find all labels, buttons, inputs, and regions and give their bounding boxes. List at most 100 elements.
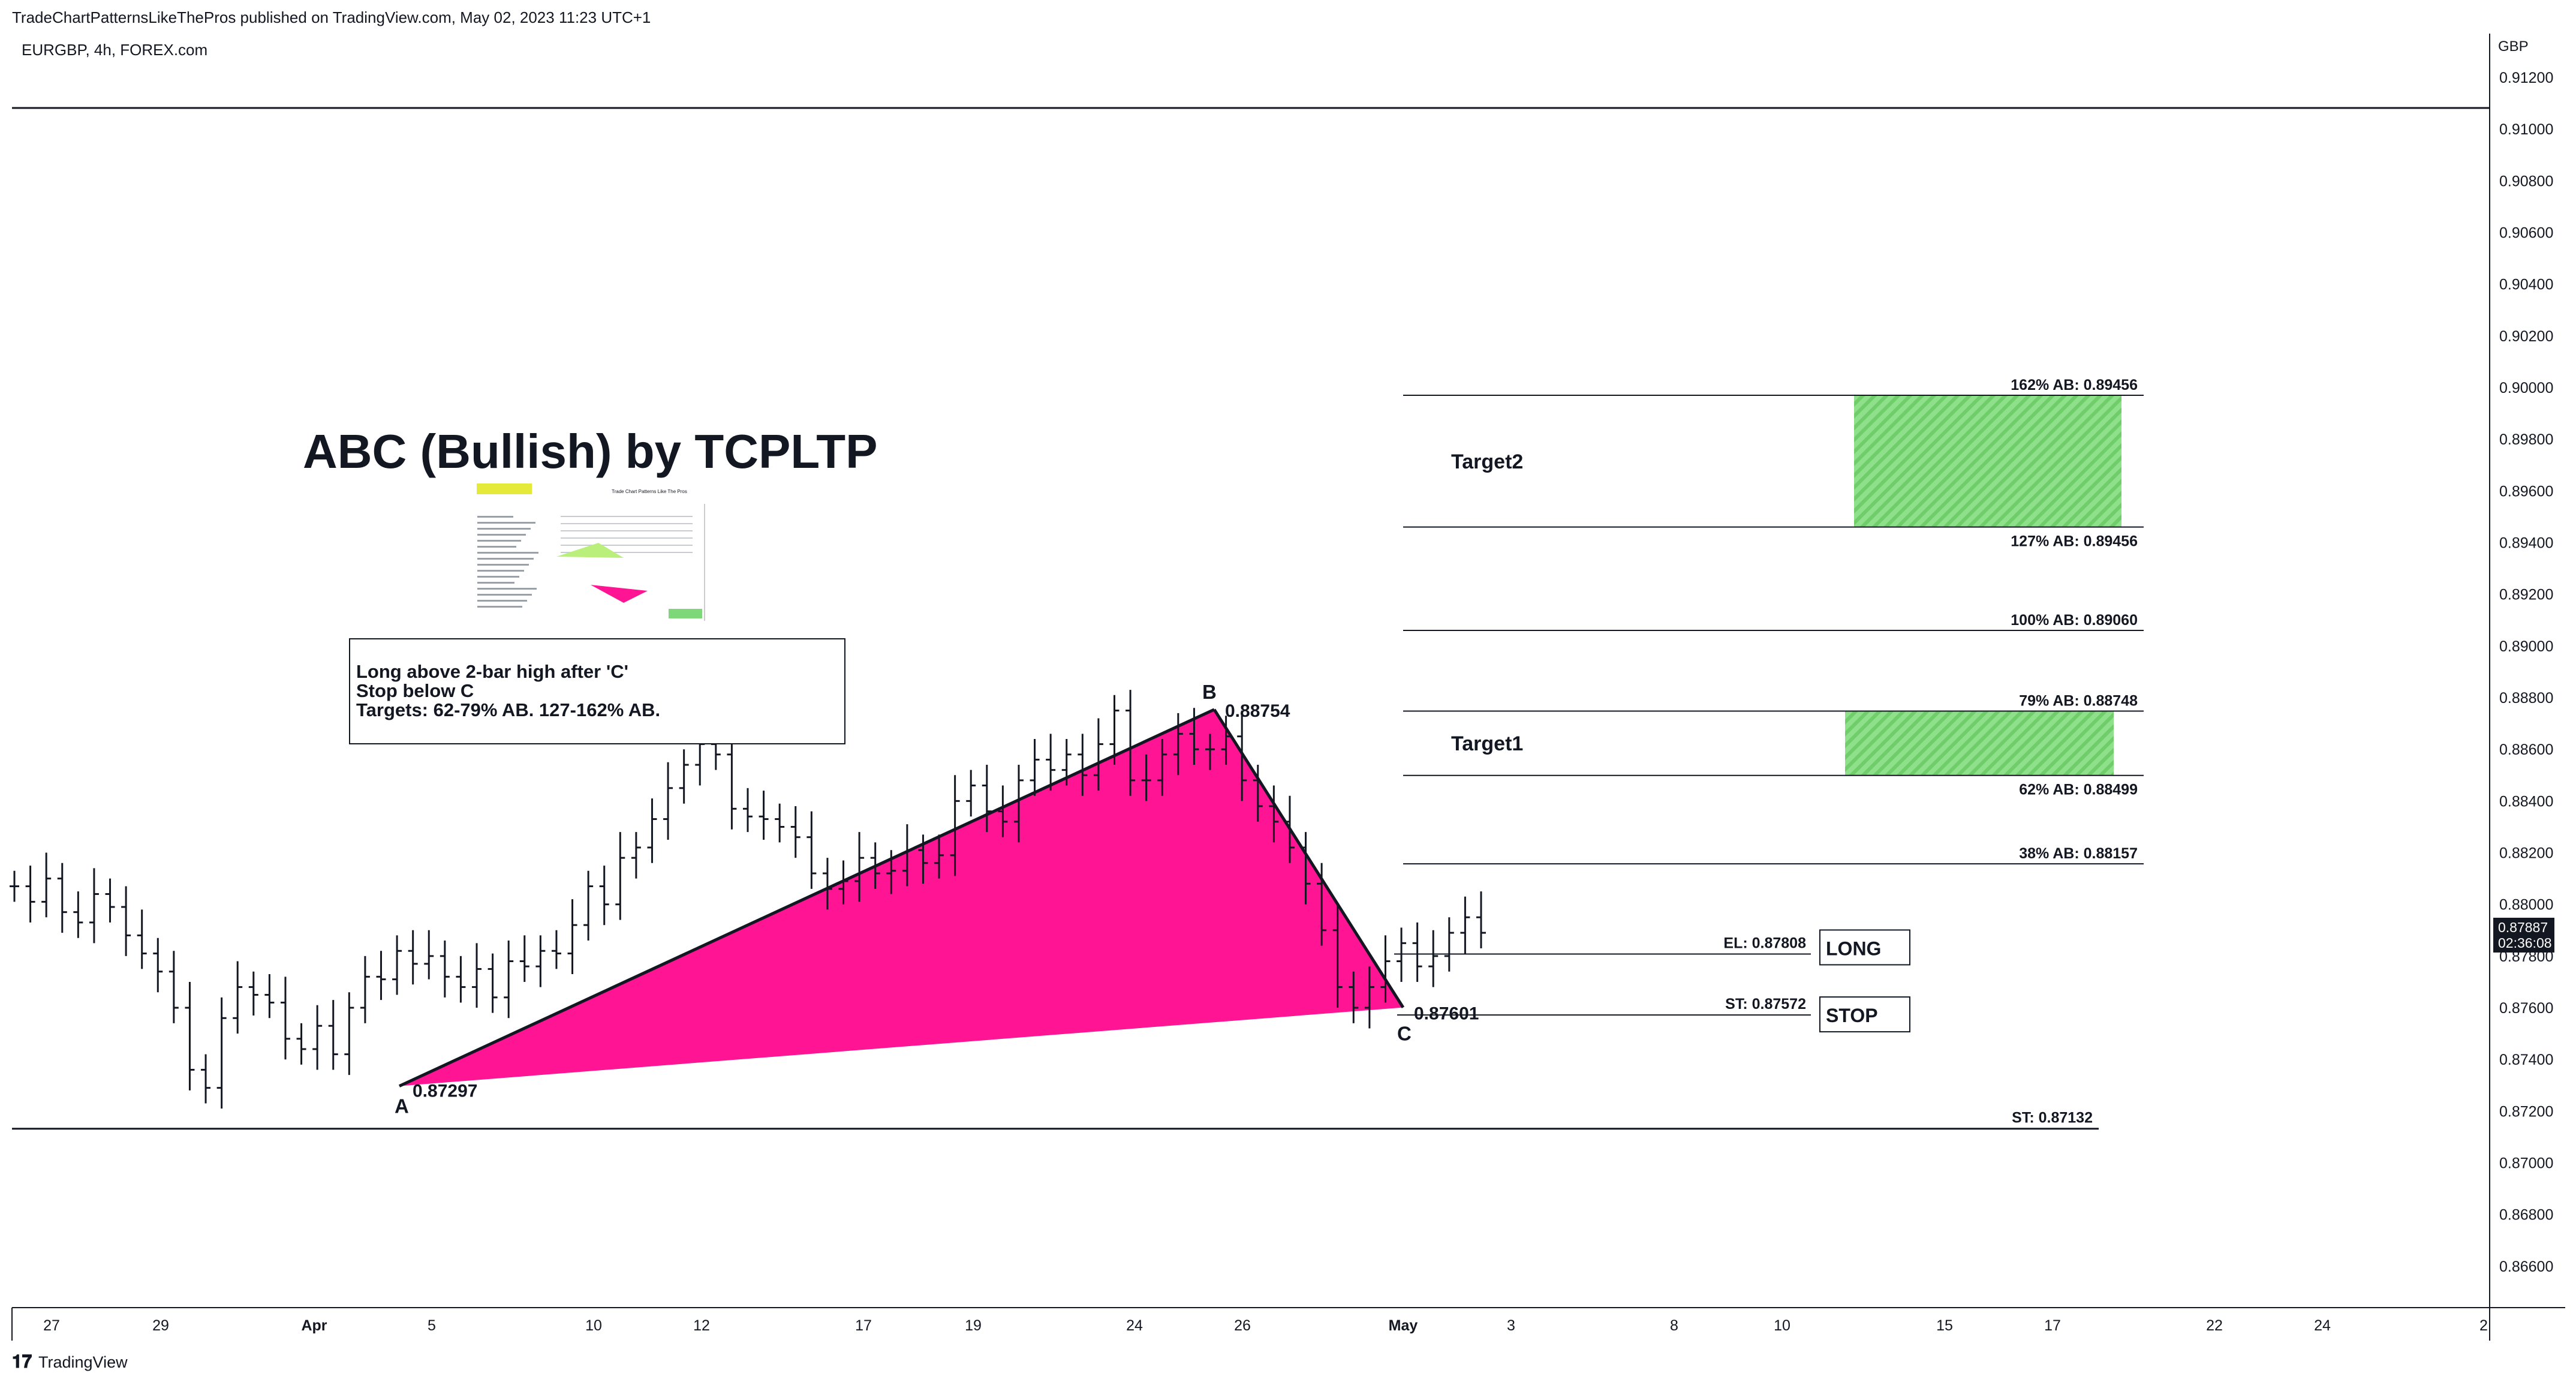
price-bar [1189, 708, 1199, 765]
price-bar [248, 971, 258, 1016]
price-bar [424, 930, 434, 980]
price-bar [440, 941, 450, 998]
time-tick-label: 27 [43, 1317, 60, 1334]
time-tick-label: 17 [2044, 1317, 2061, 1334]
note-entry: Long above 2-bar high after 'C' [356, 661, 628, 682]
price-bar [551, 930, 561, 969]
price-bar [1237, 710, 1247, 801]
price-tick-label: 0.89600 [2499, 483, 2553, 500]
price-bar [759, 791, 769, 840]
price-bar [918, 834, 928, 884]
strategy-thumbnail[interactable]: Trade Chart Patterns Like The Pros [474, 480, 708, 624]
thumbnail-green-triangle [556, 543, 624, 558]
price-bar [1364, 966, 1374, 1029]
last-price-badge: 0.87887 02:36:08 [2493, 918, 2554, 953]
price-bar [838, 860, 848, 905]
price-bar [1397, 927, 1407, 982]
time-axis[interactable]: 27 29 Apr 5 10 12 17 19 24 26 May 3 8 10 15 17 22 24 2 [43, 1317, 2488, 1334]
stop-button[interactable] [1819, 996, 1910, 1033]
fib-label: 162% AB: 0.89456 [2011, 377, 2138, 393]
time-tick-label: 10 [1774, 1317, 1790, 1334]
price-bar [487, 953, 498, 1013]
trade-levels: EL: 0.87808 LONG ST: 0.87572 STOP ST: 0.8713… [12, 929, 2099, 1130]
price-bar [137, 909, 147, 969]
time-tick-label: 19 [965, 1317, 982, 1334]
thumbnail-text-lines [477, 516, 693, 608]
tradingview-logo[interactable]: 𝟏𝟕 TradingView [12, 1352, 128, 1372]
price-bar [121, 886, 131, 956]
price-bar [10, 870, 19, 902]
price-axis[interactable]: 0.91200 0.91000 0.90800 0.90600 0.90400 0.902… [2499, 70, 2553, 1275]
price-bar [105, 878, 115, 923]
point-b-value: 0.88754 [1225, 701, 1290, 721]
target-label-2: Target1 [1451, 732, 1523, 755]
price-bar [1412, 922, 1422, 982]
lower-stop-label: ST: 0.87132 [2012, 1110, 2093, 1126]
price-bar [727, 738, 737, 830]
bar-countdown: 02:36:08 [2498, 935, 2552, 951]
time-tick-label: 15 [1936, 1317, 1953, 1334]
price-tick-label: 0.90000 [2499, 380, 2553, 396]
price-bar [806, 811, 817, 889]
price-tick-label: 0.88800 [2499, 690, 2553, 707]
price-bar [982, 765, 992, 833]
price-tick-label: 0.91000 [2499, 121, 2553, 138]
price-bar [966, 770, 976, 817]
target-zone-2 [1845, 711, 2114, 776]
abc-pattern[interactable] [398, 708, 1405, 1087]
price-bar [567, 899, 577, 975]
price-bar [1460, 896, 1470, 954]
price-tick-label: 0.87400 [2499, 1051, 2553, 1068]
price-bar [631, 832, 641, 879]
price-bar [519, 935, 529, 982]
price-tick-label: 0.87600 [2499, 1000, 2553, 1017]
price-bar [392, 935, 402, 995]
price-bar [647, 798, 657, 863]
long-button[interactable] [1819, 929, 1910, 966]
price-bar [41, 852, 52, 918]
time-tick-label: 24 [1126, 1317, 1143, 1334]
point-a-label: A [395, 1095, 409, 1117]
price-bar [408, 930, 418, 985]
price-bar [583, 870, 594, 941]
price-bar [280, 977, 290, 1060]
price-bar [1061, 738, 1072, 786]
price-bar [1109, 695, 1120, 765]
target-zone-1 [1854, 395, 2121, 527]
price-bar [1141, 754, 1151, 801]
thumbnail-highlight [477, 483, 532, 494]
price-bar [886, 850, 896, 894]
price-bar [1157, 738, 1167, 796]
strategy-notes-box[interactable]: Long above 2-bar high after 'C' Stop bel… [349, 638, 845, 744]
price-bar [1349, 971, 1359, 1023]
price-tick-label: 0.89800 [2499, 431, 2553, 448]
fib-label: 62% AB: 0.88499 [2019, 782, 2138, 798]
price-bar [1332, 904, 1343, 1008]
price-bar [998, 785, 1008, 837]
price-bar [1380, 935, 1391, 1003]
price-bar [153, 938, 163, 993]
price-bar [89, 868, 99, 944]
target-zones: Target2 Target1 [1451, 395, 2121, 776]
fib-label: 127% AB: 0.89456 [2011, 533, 2138, 550]
time-tick-label: 24 [2314, 1317, 2331, 1334]
price-bar [233, 961, 243, 1034]
thumbnail-pink-triangle [591, 585, 648, 603]
tradingview-logo-icon: 𝟏𝟕 [12, 1352, 32, 1372]
price-bar [535, 935, 546, 987]
price-bar [296, 1023, 306, 1065]
price-bar [376, 951, 386, 1001]
price-bar [599, 866, 609, 926]
time-tick-label: 5 [428, 1317, 436, 1334]
price-bar [1205, 734, 1215, 770]
note-stop: Stop below C [356, 680, 474, 701]
thumbnail-caption: Trade Chart Patterns Like The Pros [612, 489, 687, 494]
publisher-line: TradeChartPatternsLikeThePros published … [12, 8, 651, 26]
point-a-value: 0.87297 [413, 1081, 477, 1101]
tradingview-brand: TradingView [38, 1353, 128, 1371]
price-bar [854, 832, 865, 902]
price-bar [775, 803, 785, 843]
price-bar [1013, 765, 1024, 843]
price-bar [1476, 891, 1486, 948]
